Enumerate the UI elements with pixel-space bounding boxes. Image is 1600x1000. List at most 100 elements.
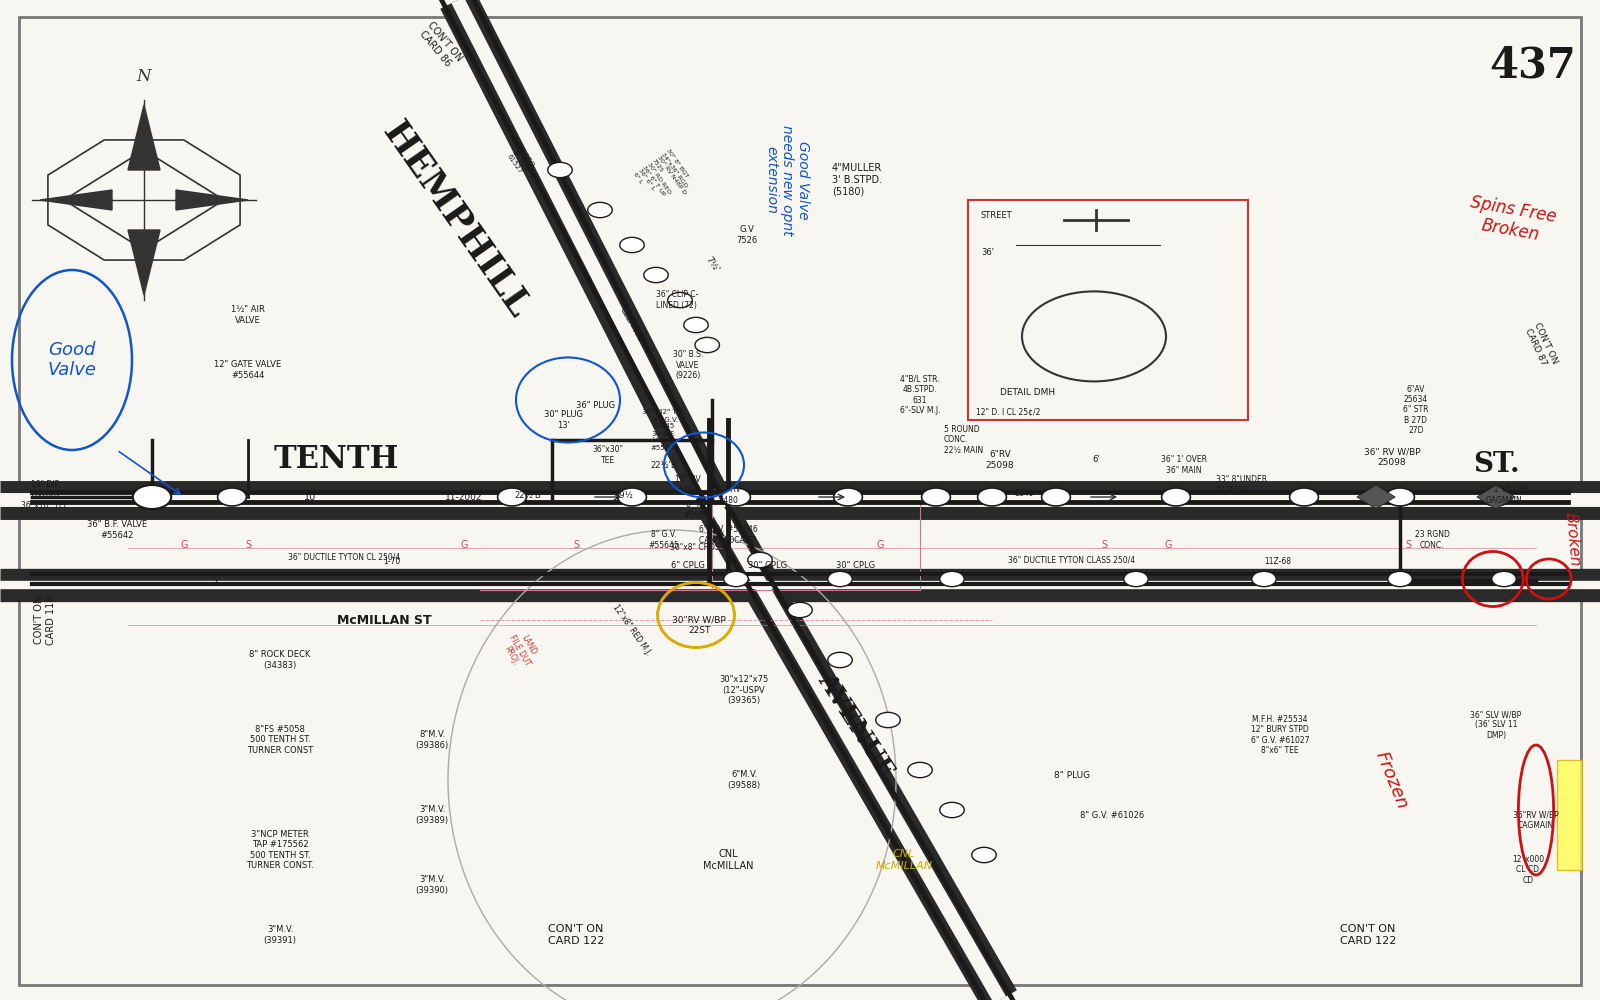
Circle shape (498, 488, 526, 506)
Circle shape (1123, 571, 1149, 587)
Text: 36"RV W/BP
CAGMAIN: 36"RV W/BP CAGMAIN (1514, 810, 1558, 830)
Text: 36" RV W/BP
25098: 36" RV W/BP 25098 (1363, 447, 1421, 467)
Text: M.F.H. #25534
12" BURY STPD
6" G.V. #61027
8"x6" TEE: M.F.H. #25534 12" BURY STPD 6" G.V. #610… (1251, 715, 1309, 755)
Text: 8"M.V.
(39386): 8"M.V. (39386) (416, 730, 448, 750)
Text: 3"M.V.
(39389): 3"M.V. (39389) (416, 805, 448, 825)
Text: 33" 8"UNDER
0" MAIN: 33" 8"UNDER 0" MAIN (1216, 475, 1267, 495)
Circle shape (747, 552, 773, 568)
Circle shape (547, 162, 573, 178)
Text: 12"x8" RED M.J.: 12"x8" RED M.J. (611, 603, 653, 657)
Text: G.V
7526: G.V 7526 (736, 225, 758, 245)
Polygon shape (128, 105, 160, 170)
Circle shape (1042, 488, 1070, 506)
Text: 6" RV
#3680: 6" RV #3680 (683, 500, 709, 520)
Circle shape (1387, 571, 1413, 587)
Circle shape (133, 485, 171, 509)
Text: 12" D. I CL 25¢/2: 12" D. I CL 25¢/2 (976, 408, 1040, 417)
Text: 6" CPLG: 6" CPLG (670, 560, 706, 570)
Text: 36': 36' (981, 248, 994, 257)
Circle shape (587, 202, 613, 218)
Text: G: G (181, 540, 187, 550)
Text: 6" G.V. #55646
CAN'T LOCATE!: 6" G.V. #55646 CAN'T LOCATE! (699, 525, 757, 545)
Circle shape (834, 488, 862, 506)
Text: 36"x30"
TEE: 36"x30" TEE (592, 445, 624, 465)
Text: 6"M.V.
(39588): 6"M.V. (39588) (728, 770, 760, 790)
Text: 437: 437 (1490, 44, 1576, 86)
Circle shape (722, 488, 750, 506)
Text: S: S (573, 540, 579, 550)
Text: 39½: 39½ (614, 490, 634, 499)
Circle shape (643, 267, 669, 283)
Polygon shape (40, 190, 112, 210)
Text: 36" B.F. VALVE
#55642: 36" B.F. VALVE #55642 (86, 520, 147, 540)
Text: CON'T ON
CARD 122: CON'T ON CARD 122 (1339, 924, 1397, 946)
Text: 4"B/L STR.
4B.STPD.
631
6"-SLV M.J.: 4"B/L STR. 4B.STPD. 631 6"-SLV M.J. (899, 375, 941, 415)
Circle shape (218, 488, 246, 506)
Text: 8" G.V. #61026: 8" G.V. #61026 (1080, 810, 1144, 820)
Circle shape (827, 652, 853, 668)
Text: CON'T ON
CARD 122: CON'T ON CARD 122 (547, 924, 605, 946)
Text: 11-2002: 11-2002 (445, 492, 483, 502)
Text: S: S (1101, 540, 1107, 550)
Text: 36" DUCTILE TYTON CL 250/4: 36" DUCTILE TYTON CL 250/4 (288, 552, 400, 562)
Text: 12" GATE VALVE
#55644: 12" GATE VALVE #55644 (214, 360, 282, 380)
Text: 8" PLUG: 8" PLUG (1054, 770, 1090, 780)
Text: AVENUE: AVENUE (813, 668, 899, 782)
Text: 36" CLIP C-
LINED (72): 36" CLIP C- LINED (72) (656, 290, 698, 310)
Circle shape (827, 571, 853, 587)
Text: 22½'B: 22½'B (651, 460, 677, 470)
Circle shape (1482, 488, 1510, 506)
Text: 1-70: 1-70 (382, 558, 400, 566)
Text: 36" DUCTILE TYTON CLASS 250/4: 36" DUCTILE TYTON CLASS 250/4 (1008, 556, 1136, 564)
Polygon shape (1357, 485, 1395, 509)
Text: S: S (245, 540, 251, 550)
Circle shape (694, 337, 720, 353)
Text: DETAIL DMH: DETAIL DMH (1000, 388, 1054, 397)
Polygon shape (1477, 485, 1515, 509)
Text: G: G (1165, 540, 1171, 550)
Text: 3"NCP METER
TAP #175562
500 TENTH ST.
TURNER CONST.: 3"NCP METER TAP #175562 500 TENTH ST. TU… (246, 830, 314, 870)
Circle shape (619, 237, 645, 253)
Text: 12"x000
CL CD
CD: 12"x000 CL CD CD (1512, 855, 1544, 885)
Text: McMILLAN ST: McMILLAN ST (336, 613, 432, 626)
Text: Good Valve
needs new opnt
extension: Good Valve needs new opnt extension (765, 125, 811, 235)
Text: 11Z-68: 11Z-68 (1264, 558, 1291, 566)
Text: 23 RGND
CONC.: 23 RGND CONC. (1414, 530, 1450, 550)
Text: Frozen: Frozen (1373, 748, 1411, 812)
Text: 30" CPLG: 30" CPLG (749, 560, 787, 570)
Text: 39½: 39½ (1014, 488, 1034, 497)
Circle shape (1290, 488, 1318, 506)
Polygon shape (176, 190, 248, 210)
Circle shape (978, 488, 1006, 506)
Circle shape (683, 317, 709, 333)
Polygon shape (128, 230, 160, 295)
Text: N: N (136, 68, 152, 85)
Text: G: G (461, 540, 467, 550)
Circle shape (907, 762, 933, 778)
Text: 6"RV
25098: 6"RV 25098 (986, 450, 1014, 470)
Text: 4"MULLER
3' B.STPD.
(5180): 4"MULLER 3' B.STPD. (5180) (832, 163, 882, 197)
Circle shape (939, 571, 965, 587)
Text: 6': 6' (1093, 456, 1099, 464)
Text: 10": 10" (304, 492, 320, 502)
Circle shape (1251, 571, 1277, 587)
Text: 6"AV
25634
6" STR
B 27D
27D: 6"AV 25634 6" STR B 27D 27D (1403, 385, 1429, 435)
Text: CON'T ON
CARD 86: CON'T ON CARD 86 (416, 20, 464, 70)
Text: 8" ROCK DECK
(34383): 8" ROCK DECK (34383) (250, 650, 310, 670)
Text: 8"FS #5058
500 TENTH ST.
TURNER CONST: 8"FS #5058 500 TENTH ST. TURNER CONST (246, 725, 314, 755)
Circle shape (875, 712, 901, 728)
Text: 30" B.S.
VALVE
(9226): 30" B.S. VALVE (9226) (674, 350, 702, 380)
Text: 36" 1"UNDER
GAGMAIN: 36" 1"UNDER GAGMAIN (1478, 485, 1530, 505)
Text: 36" 1' OVER
36" MAIN: 36" 1' OVER 36" MAIN (1162, 455, 1206, 475)
Bar (1557, 760, 1582, 870)
Circle shape (939, 802, 965, 818)
Circle shape (1386, 488, 1414, 506)
Text: 36" PLUG: 36" PLUG (576, 400, 614, 410)
Circle shape (1491, 571, 1517, 587)
Text: S: S (1405, 540, 1411, 550)
Text: Good
Valve: Good Valve (48, 341, 96, 379)
Text: STREET: STREET (981, 211, 1013, 220)
Text: 30" 8" BGT
34"x36" RGD
30" RV N48P D
7525
30" RD REO
36" 6" T UP
36" 6" L
6" L: 30" 8" BGT 34"x36" RGD 30" RV N48P D 752… (632, 148, 696, 212)
Text: 5 ROUND
CONC.
22½ MAIN: 5 ROUND CONC. 22½ MAIN (944, 425, 984, 455)
Text: 36" SLV W/BP
(36' SLV 11
DMP): 36" SLV W/BP (36' SLV 11 DMP) (1470, 710, 1522, 740)
